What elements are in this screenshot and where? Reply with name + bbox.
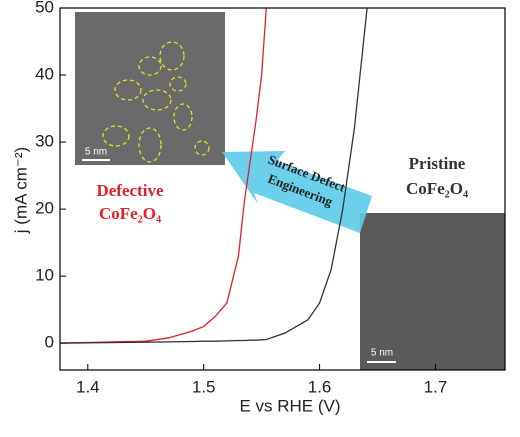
- annotation: CoFe₂O₄: [406, 179, 468, 198]
- x-tick-label: 1.5: [192, 377, 216, 396]
- defect-markers: [102, 41, 210, 163]
- y-axis-label: j (mA cm⁻²): [11, 147, 30, 234]
- annotation: Pristine: [409, 154, 466, 173]
- series-line: [60, 8, 368, 344]
- x-tick-label: 1.7: [424, 377, 448, 396]
- scale-label: 5 nm: [85, 147, 107, 158]
- annotation: CoFe₂O₄: [99, 204, 161, 223]
- inset-image-defective: [75, 12, 225, 165]
- y-tick-label: 40: [35, 65, 54, 84]
- annotation: Defective: [96, 181, 163, 200]
- y-tick-label: 0: [45, 333, 54, 352]
- scale-label: 5 nm: [371, 348, 393, 359]
- x-tick-label: 1.4: [76, 377, 100, 396]
- y-tick-label: 20: [35, 199, 54, 218]
- arrow: [222, 151, 372, 233]
- y-tick-label: 30: [35, 132, 54, 151]
- inset-image-pristine: [360, 213, 505, 370]
- plot-frame: [59, 7, 506, 371]
- y-tick-label: 50: [35, 0, 54, 16]
- series-line: [60, 8, 267, 344]
- y-tick-label: 10: [35, 266, 54, 285]
- x-tick-label: 1.6: [308, 377, 332, 396]
- x-axis-label: E vs RHE (V): [239, 396, 340, 415]
